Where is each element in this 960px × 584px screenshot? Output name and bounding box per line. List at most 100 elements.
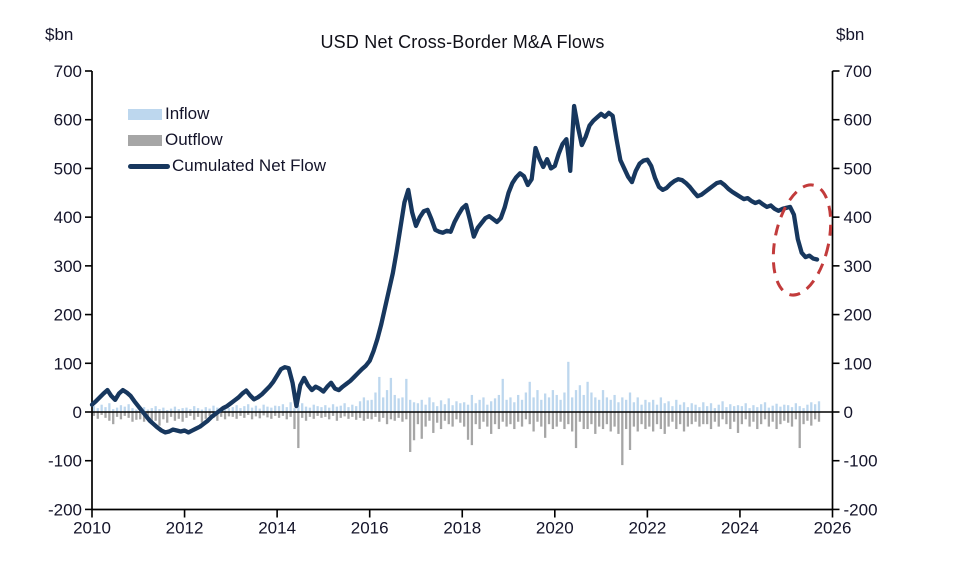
bar-inflow [567,361,570,412]
bar-inflow [725,407,728,412]
bar-outflow [721,412,724,420]
bar-outflow [736,412,740,433]
bar-inflow [547,397,551,412]
bar-outflow [632,412,636,427]
bar-outflow [227,412,231,417]
bar-outflow [775,412,778,430]
bar-inflow [355,406,358,412]
bar-inflow [123,406,126,412]
bar-outflow [231,412,234,417]
bar-inflow [544,393,547,412]
bar-outflow [679,412,682,425]
bar-outflow [524,412,528,420]
bar-outflow [405,412,408,420]
bar-outflow [270,412,273,419]
bar-outflow [547,412,551,425]
x-tick-label: 2018 [443,519,481,538]
bar-inflow [625,399,628,412]
bar-outflow [312,412,315,419]
y-tick-label-left: 400 [54,208,82,227]
bar-outflow [571,412,574,432]
bar-outflow [281,412,285,416]
bar-outflow [740,412,744,425]
bar-inflow [586,381,589,412]
bar-outflow [706,412,709,425]
bar-inflow [277,406,281,412]
bar-outflow [810,412,813,426]
bar-inflow [636,397,639,412]
bar-outflow [659,412,663,430]
bar-outflow [177,412,180,419]
bar-outflow [347,412,350,419]
bar-outflow [544,412,547,438]
bar-outflow [578,412,582,422]
bar-inflow [563,392,566,412]
y-tick-label-right: 700 [844,62,872,81]
bar-inflow [308,407,312,412]
bar-outflow [798,412,801,449]
bar-inflow [590,392,593,412]
bar-inflow [254,405,258,412]
bar-outflow [324,412,327,417]
bar-inflow [266,406,269,412]
x-tick-label: 2014 [258,519,296,538]
bar-outflow [274,412,277,416]
bar-outflow [355,412,358,420]
bar-inflow [362,397,366,412]
bar-inflow [443,404,447,412]
bar-inflow [694,404,697,412]
bar-inflow [748,408,751,412]
bar-outflow [409,412,412,452]
bar-inflow [208,408,211,412]
bar-outflow [193,412,196,420]
bar-outflow [601,412,605,430]
bar-inflow [389,377,393,412]
bar-inflow [401,397,404,412]
bar-inflow [115,407,119,412]
bar-outflow [794,412,798,420]
bar-outflow [478,412,481,430]
y-tick-label-left: 500 [54,159,82,178]
bar-outflow [505,412,508,427]
bar-inflow [154,406,157,412]
bar-outflow [92,412,96,416]
bar-outflow [817,412,821,422]
bar-inflow [559,399,562,412]
bar-outflow [108,412,111,421]
bar-outflow [640,412,643,425]
bar-inflow [112,409,115,412]
bar-inflow [702,402,705,412]
bar-outflow [382,412,385,418]
bar-inflow [135,409,138,412]
bar-inflow [582,394,585,412]
bar-inflow [482,397,485,412]
bar-inflow [528,381,531,412]
bar-inflow [297,405,300,412]
bar-inflow [436,406,439,412]
bar-inflow [193,406,196,412]
bar-inflow [767,407,771,412]
bar-inflow [621,397,624,412]
bar-inflow [274,405,277,412]
bar-inflow [733,406,736,412]
bar-inflow [92,406,96,412]
legend-label-outflow: Outflow [165,130,223,149]
bar-inflow [578,385,582,412]
x-tick-label: 2012 [166,519,204,538]
y-tick-label-right: 200 [844,306,872,325]
bar-inflow [181,408,184,412]
bar-outflow [586,412,589,430]
bar-outflow [713,412,717,422]
bar-outflow [748,412,751,427]
bar-inflow [517,394,520,412]
bar-inflow [794,403,798,412]
bar-outflow [285,412,288,420]
y-tick-label-right: 100 [844,354,872,373]
x-tick-label: 2020 [536,519,574,538]
legend-item-outflow: Outflow [128,127,326,153]
bar-outflow [104,412,107,418]
bar-outflow [412,412,416,441]
bar-outflow [671,412,674,422]
bar-outflow [428,412,431,421]
